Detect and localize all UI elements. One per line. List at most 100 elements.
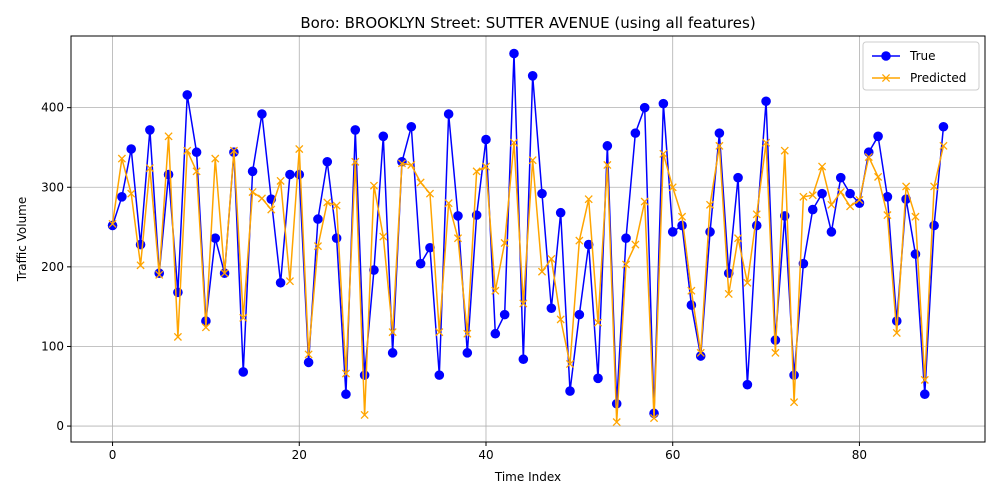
data-point-predicted — [164, 132, 173, 141]
data-point-predicted — [360, 410, 369, 419]
legend-marker-predicted — [881, 73, 891, 83]
data-point-predicted — [724, 289, 733, 298]
x-marker-stroke — [649, 414, 659, 423]
data-point-predicted — [874, 172, 883, 181]
x-marker-stroke — [846, 202, 855, 211]
data-point-predicted — [145, 164, 154, 173]
data-point-true — [406, 121, 417, 132]
data-point-true — [555, 207, 566, 218]
x-marker-stroke — [687, 286, 696, 295]
data-point-predicted — [827, 200, 836, 209]
data-point-predicted — [397, 159, 407, 168]
x-marker-stroke — [351, 157, 360, 166]
data-point-predicted — [734, 234, 743, 243]
data-point-true — [359, 370, 370, 380]
x-marker-stroke — [790, 398, 799, 407]
x-marker-stroke — [453, 234, 463, 243]
data-point-predicted — [379, 232, 388, 241]
x-marker-stroke — [435, 328, 444, 337]
data-point-predicted — [192, 167, 201, 176]
data-point-true — [518, 354, 529, 365]
x-marker-stroke — [388, 328, 397, 337]
data-point-predicted — [127, 189, 136, 198]
x-marker-stroke — [734, 234, 743, 243]
data-point-predicted — [108, 219, 117, 228]
data-point-predicted — [575, 236, 584, 245]
x-marker-stroke — [164, 132, 173, 141]
data-point-true — [247, 166, 258, 177]
x-marker-stroke — [874, 172, 883, 181]
x-marker-stroke — [715, 141, 724, 150]
data-point-true — [481, 134, 491, 145]
x-marker-stroke — [369, 181, 379, 190]
x-marker-stroke — [145, 164, 154, 173]
x-marker-stroke — [621, 260, 631, 269]
x-marker-stroke — [117, 154, 126, 163]
x-marker-stroke — [248, 187, 257, 197]
x-marker-stroke — [659, 149, 668, 158]
data-point-predicted — [864, 152, 873, 162]
data-point-true — [658, 98, 669, 109]
data-point-predicted — [211, 154, 220, 163]
data-point-true — [630, 128, 641, 138]
x-marker-stroke — [463, 329, 472, 338]
x-marker-stroke — [724, 289, 733, 298]
data-point-predicted — [930, 182, 939, 191]
x-marker-stroke — [257, 194, 266, 203]
data-point-true — [751, 220, 762, 231]
data-point-predicted — [239, 313, 248, 322]
x-marker-stroke — [827, 200, 836, 209]
data-point-predicted — [332, 201, 341, 210]
series-line-predicted — [111, 135, 945, 423]
data-point-true — [285, 169, 295, 180]
series-layer — [107, 48, 949, 427]
data-point-predicted — [407, 160, 416, 170]
x-marker-stroke — [239, 313, 248, 322]
data-point-predicted — [463, 329, 472, 338]
data-point-predicted — [780, 146, 789, 155]
data-point-predicted — [201, 323, 210, 332]
x-tick-label: 60 — [665, 448, 680, 462]
x-marker-stroke — [771, 348, 780, 357]
data-point-predicted — [631, 240, 640, 249]
data-point-true — [807, 204, 818, 215]
data-point-true — [826, 227, 837, 237]
data-point-predicted — [715, 141, 724, 150]
x-marker-stroke — [752, 210, 761, 219]
data-point-true — [303, 357, 314, 368]
data-point-predicted — [818, 162, 827, 171]
x-marker-stroke — [425, 189, 435, 198]
x-marker-stroke — [799, 192, 808, 201]
data-point-predicted — [649, 414, 659, 423]
x-marker-stroke — [341, 369, 351, 378]
data-point-predicted — [705, 200, 715, 209]
data-point-predicted — [481, 162, 491, 171]
data-point-predicted — [659, 149, 668, 158]
data-point-predicted — [939, 141, 948, 150]
data-point-true — [443, 109, 454, 119]
x-marker-stroke — [491, 286, 500, 295]
data-point-predicted — [855, 195, 864, 205]
x-marker-stroke — [930, 182, 939, 191]
data-point-true — [294, 169, 305, 180]
data-point-true — [817, 188, 827, 199]
data-point-true — [238, 367, 249, 377]
data-point-predicted — [836, 187, 845, 197]
x-marker-stroke — [304, 350, 313, 359]
data-point-true — [462, 348, 473, 358]
data-point-predicted — [752, 210, 761, 219]
data-point-predicted — [528, 156, 537, 165]
data-point-predicted — [285, 277, 294, 286]
x-marker-stroke — [267, 205, 276, 214]
x-marker-stroke — [192, 167, 201, 176]
legend-item-true: True — [872, 49, 936, 63]
x-marker-stroke — [211, 154, 220, 163]
data-point-predicted — [183, 146, 192, 155]
data-point-true — [761, 96, 771, 107]
data-point-true — [789, 370, 799, 380]
data-point-predicted — [696, 348, 705, 357]
x-marker-stroke — [481, 162, 491, 171]
data-point-predicted — [323, 198, 332, 207]
x-marker-stroke — [127, 189, 136, 198]
x-marker-stroke — [276, 176, 285, 185]
